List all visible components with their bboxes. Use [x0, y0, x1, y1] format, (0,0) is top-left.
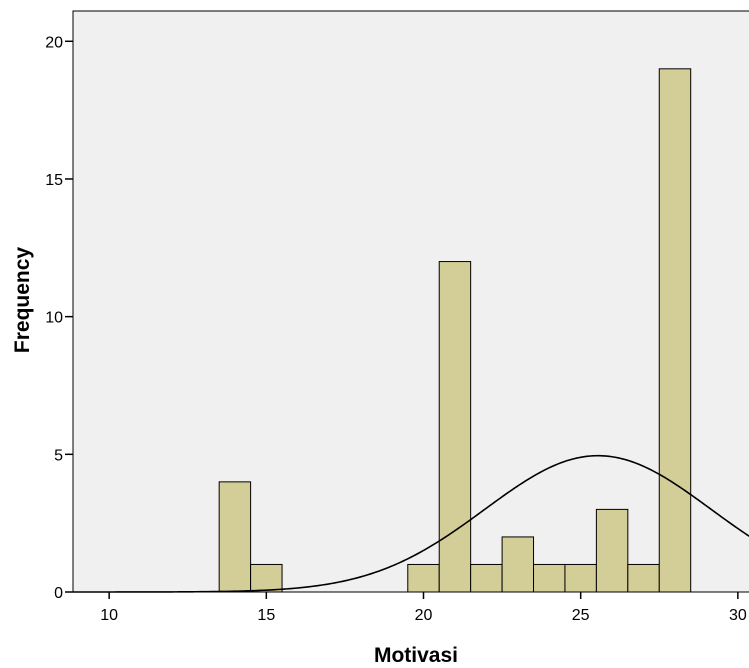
histogram-bar — [533, 563, 566, 593]
y-tick-label: 0 — [54, 585, 63, 602]
y-tick-label: 15 — [45, 172, 63, 189]
histogram-bar — [438, 261, 472, 593]
histogram-bar — [250, 563, 283, 593]
histogram-bar — [564, 563, 597, 593]
plot-area — [72, 10, 749, 593]
x-axis: 10 15 20 25 30 — [100, 592, 747, 624]
y-tick-label: 10 — [45, 310, 63, 327]
normal-distribution-curve — [73, 454, 749, 593]
x-axis-title: Motivasi — [374, 644, 458, 667]
histogram-bar — [595, 508, 629, 593]
histogram-bar — [470, 563, 503, 593]
histogram-bar — [627, 563, 660, 593]
x-tick-label: 15 — [257, 607, 275, 624]
x-tick-label: 25 — [572, 607, 590, 624]
x-tick-label: 20 — [415, 607, 433, 624]
histogram-bar — [658, 68, 692, 593]
y-tick-label: 5 — [54, 447, 63, 464]
histogram-bar — [501, 536, 535, 593]
histogram-bar — [407, 563, 440, 593]
x-tick-label: 10 — [100, 607, 118, 624]
x-tick-label: 30 — [729, 607, 747, 624]
y-axis: 0 5 10 15 20 — [45, 34, 73, 602]
histogram-bar — [218, 481, 252, 593]
y-tick-label: 20 — [45, 34, 63, 51]
y-axis-title: Frequency — [11, 247, 34, 354]
